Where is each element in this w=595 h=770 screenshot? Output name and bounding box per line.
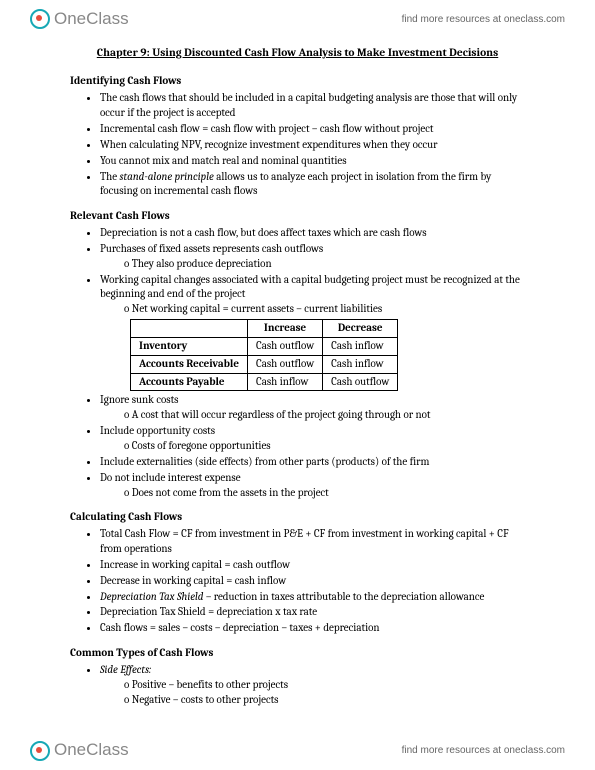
list-item: Depreciation Tax Shield – reduction in t… xyxy=(100,590,525,605)
text: Do not include interest expense xyxy=(100,471,241,484)
text: – reduction in taxes attributable to the… xyxy=(203,590,484,603)
text: The xyxy=(100,170,120,183)
list-relevant: Depreciation is not a cash flow, but doe… xyxy=(70,226,525,317)
italic-term: stand-alone principle xyxy=(120,170,214,183)
text: Purchases of fixed assets represents cas… xyxy=(100,242,323,255)
section-head-calculating: Calculating Cash Flows xyxy=(70,510,525,525)
document-body: Chapter 9: Using Discounted Cash Flow An… xyxy=(0,35,595,708)
sub-item: Net working capital = current assets – c… xyxy=(124,302,525,317)
list-calculating: Total Cash Flow = CF from investment in … xyxy=(70,527,525,636)
page-footer: OneClass find more resources at oneclass… xyxy=(0,739,595,762)
brand-name-footer: OneClass xyxy=(54,739,129,762)
table-cell-empty xyxy=(131,320,248,338)
brand-logo: OneClass xyxy=(30,8,129,31)
list-item: Ignore sunk costs A cost that will occur… xyxy=(100,393,525,423)
list-item: Include opportunity costs Costs of foreg… xyxy=(100,424,525,454)
list-item: The cash flows that should be included i… xyxy=(100,91,525,121)
sub-item: They also produce depreciation xyxy=(124,257,525,272)
table-cell: Cash inflow xyxy=(323,337,398,355)
table-col-increase: Increase xyxy=(247,320,322,338)
list-item: When calculating NPV, recognize investme… xyxy=(100,138,525,153)
table-row-ar: Accounts Receivable xyxy=(131,355,248,373)
list-item: Do not include interest expense Does not… xyxy=(100,471,525,501)
text: Ignore sunk costs xyxy=(100,393,178,406)
list-item: Include externalities (side effects) fro… xyxy=(100,455,525,470)
list-item: Cash flows = sales – costs – depreciatio… xyxy=(100,621,525,636)
table-cell: Cash inflow xyxy=(247,373,322,391)
list-item: Decrease in working capital = cash inflo… xyxy=(100,574,525,589)
page-title: Chapter 9: Using Discounted Cash Flow An… xyxy=(70,45,525,61)
brand-icon xyxy=(30,741,50,761)
table-row-ap: Accounts Payable xyxy=(131,373,248,391)
resources-link-top[interactable]: find more resources at oneclass.com xyxy=(402,13,565,27)
list-item: Working capital changes associated with … xyxy=(100,273,525,318)
sub-item: Positive – benefits to other projects xyxy=(124,678,525,693)
sub-item: A cost that will occur regardless of the… xyxy=(124,408,525,423)
table-cell: Cash outflow xyxy=(323,373,398,391)
section-head-relevant: Relevant Cash Flows xyxy=(70,209,525,224)
italic-term: Depreciation Tax Shield xyxy=(100,590,203,603)
section-head-identifying: Identifying Cash Flows xyxy=(70,74,525,89)
table-cell: Cash outflow xyxy=(247,355,322,373)
list-relevant-cont: Ignore sunk costs A cost that will occur… xyxy=(70,393,525,500)
list-item: Depreciation Tax Shield = depreciation x… xyxy=(100,605,525,620)
table-cell: Cash outflow xyxy=(247,337,322,355)
brand-name: OneClass xyxy=(54,8,129,31)
list-item: Total Cash Flow = CF from investment in … xyxy=(100,527,525,557)
sub-item: Costs of foregone opportunities xyxy=(124,439,525,454)
sub-item: Does not come from the assets in the pro… xyxy=(124,486,525,501)
italic-term: Side Effects: xyxy=(100,663,151,676)
resources-link-bottom[interactable]: find more resources at oneclass.com xyxy=(402,744,565,758)
table-col-decrease: Decrease xyxy=(323,320,398,338)
list-common: Side Effects: Positive – benefits to oth… xyxy=(70,663,525,708)
list-identifying: The cash flows that should be included i… xyxy=(70,91,525,199)
list-item: Purchases of fixed assets represents cas… xyxy=(100,242,525,272)
list-item: Side Effects: Positive – benefits to oth… xyxy=(100,663,525,708)
list-item: Incremental cash flow = cash flow with p… xyxy=(100,122,525,137)
list-item: Depreciation is not a cash flow, but doe… xyxy=(100,226,525,241)
working-capital-table: Increase Decrease Inventory Cash outflow… xyxy=(130,319,398,391)
sub-item: Negative – costs to other projects xyxy=(124,693,525,708)
text: Working capital changes associated with … xyxy=(100,273,520,301)
table-row-inventory: Inventory xyxy=(131,337,248,355)
list-item: Increase in working capital = cash outfl… xyxy=(100,558,525,573)
brand-logo-footer: OneClass xyxy=(30,739,129,762)
table-cell: Cash inflow xyxy=(323,355,398,373)
page-header: OneClass find more resources at oneclass… xyxy=(0,0,595,35)
text: Include opportunity costs xyxy=(100,424,215,437)
brand-icon xyxy=(30,9,50,29)
list-item: You cannot mix and match real and nomina… xyxy=(100,154,525,169)
section-head-common: Common Types of Cash Flows xyxy=(70,646,525,661)
list-item: The stand-alone principle allows us to a… xyxy=(100,170,525,200)
